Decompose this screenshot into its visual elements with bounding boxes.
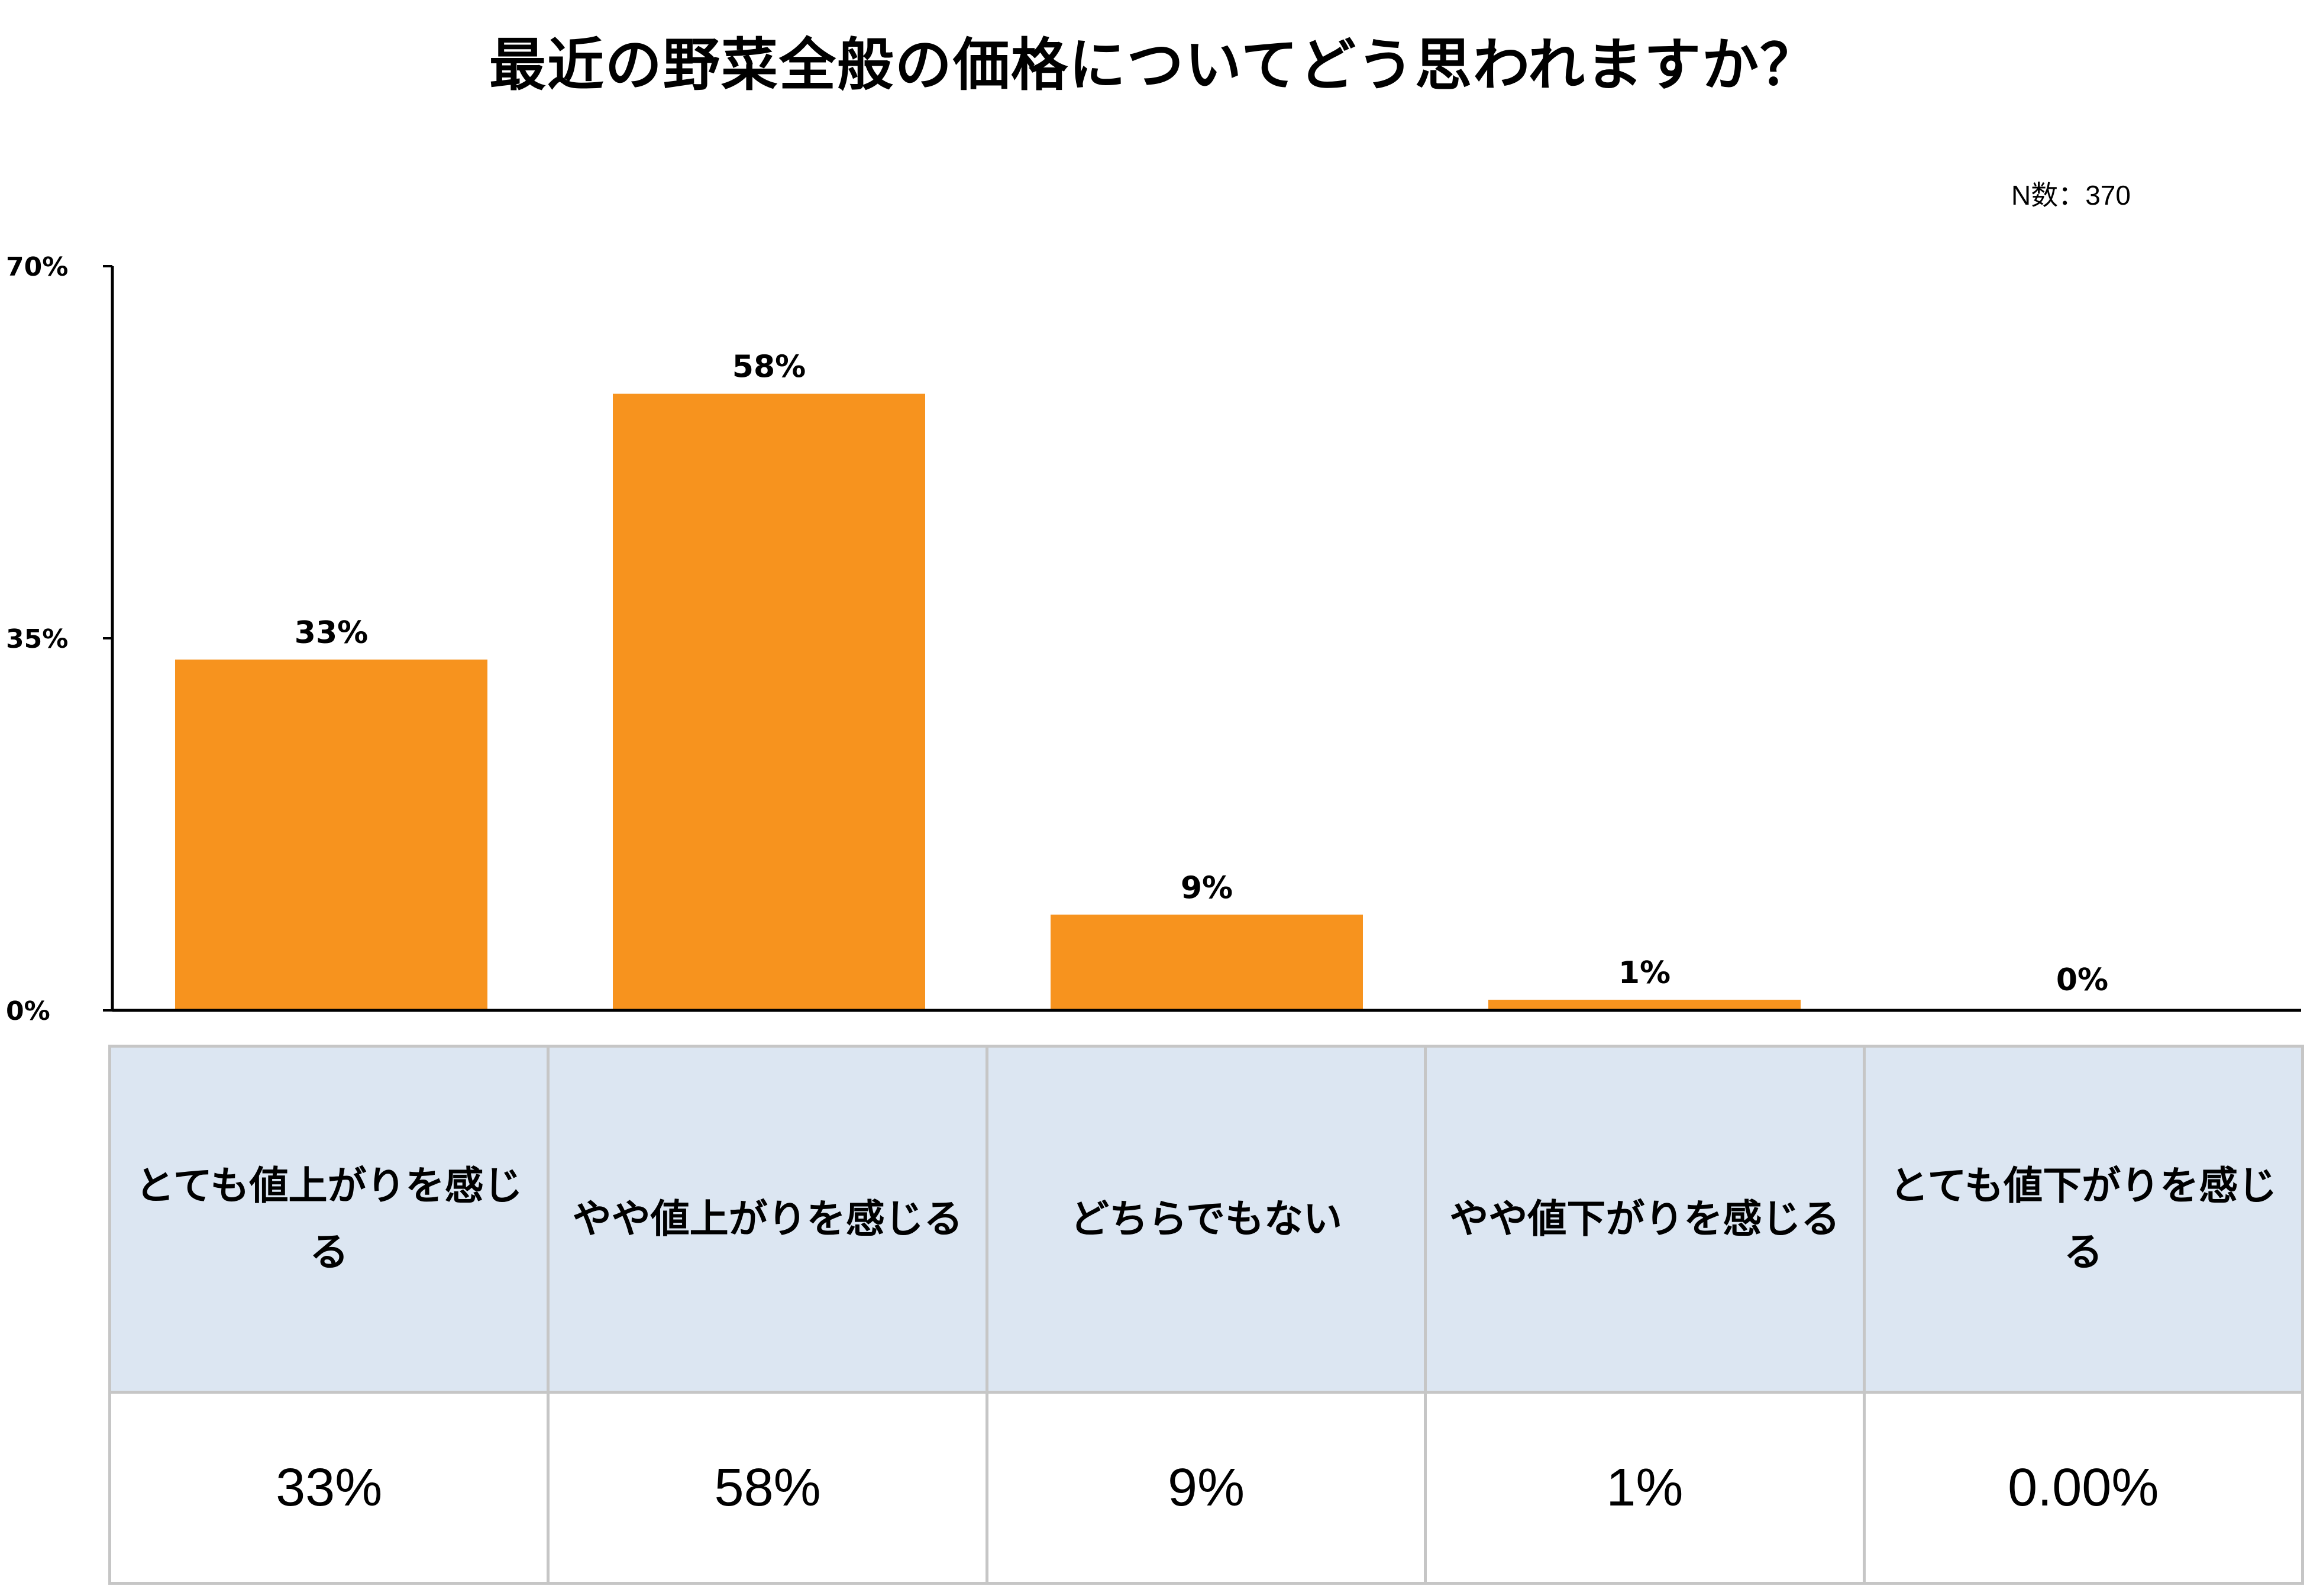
data-label: 1% [1618, 955, 1671, 991]
table-value-row: 33% 58% 9% 1% 0.00% [108, 1391, 2305, 1585]
sample-size-label: N数：370 [2011, 180, 2131, 211]
table-value-cell: 9% [985, 1391, 1427, 1585]
chart-title: 最近の野菜全般の価格についてどう思われますか？ [489, 32, 1818, 98]
table-header-row: とても値上がりを感じる やや値上がりを感じる どちらでもない やや値下がりを感じ… [108, 1045, 2305, 1394]
bar [1051, 915, 1363, 1010]
bar [613, 393, 925, 1010]
y-tick-label: 0% [6, 996, 50, 1026]
data-label: 58% [732, 350, 806, 385]
data-table: とても値上がりを感じる やや値上がりを感じる どちらでもない やや値下がりを感じ… [108, 1045, 2305, 1585]
bar [175, 659, 487, 1010]
y-tick-label: 70% [6, 252, 68, 282]
table-value-cell: 1% [1424, 1391, 1866, 1585]
bar-chart: 33% 58% 9% 1% 0% 0% 35% 70% [6, 252, 2301, 1026]
data-label: 9% [1181, 870, 1233, 906]
table-header-cell: やや値上がりを感じる [547, 1045, 988, 1394]
table-header-cell: とても値上がりを感じる [108, 1045, 550, 1394]
table-header-cell: やや値下がりを感じる [1424, 1045, 1866, 1394]
data-label: 33% [295, 615, 368, 651]
table-header-cell: どちらでもない [985, 1045, 1427, 1394]
y-tick-label: 35% [6, 624, 68, 654]
table-value-cell: 33% [108, 1391, 550, 1585]
data-label: 0% [2056, 962, 2108, 998]
table-header-cell: とても値下がりを感じる [1862, 1045, 2305, 1394]
table-value-cell: 58% [547, 1391, 988, 1585]
table-value-cell: 0.00% [1862, 1391, 2305, 1585]
bar [1488, 1000, 1801, 1010]
